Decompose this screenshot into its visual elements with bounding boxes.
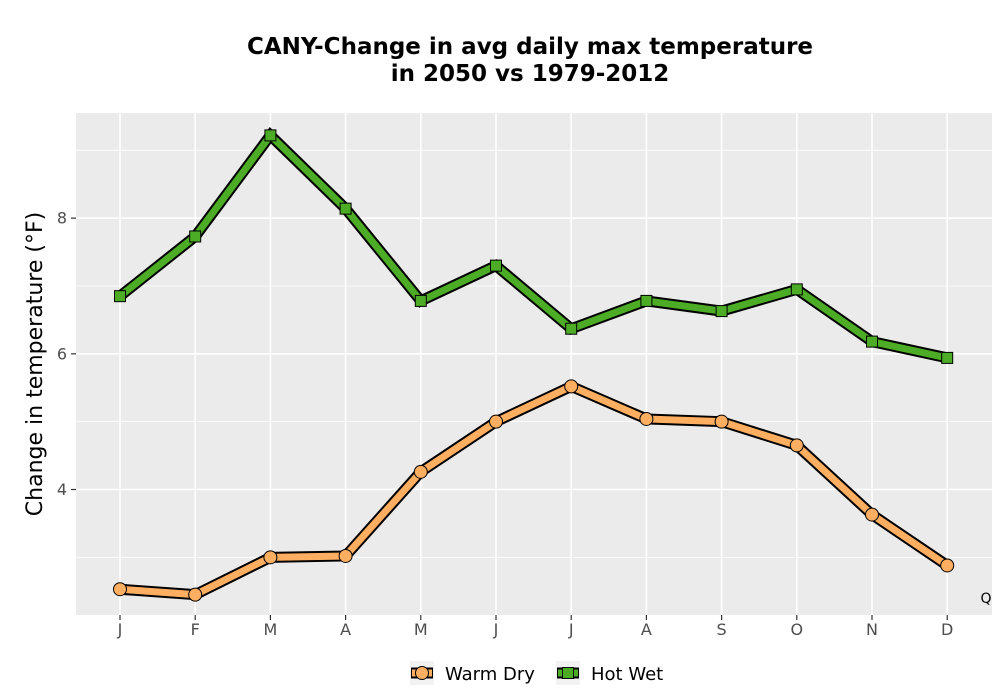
legend-key-marker <box>415 666 429 680</box>
warm-dry-point <box>489 414 503 429</box>
x-tick-label: M <box>263 620 277 639</box>
y-tick-label: 6 <box>57 344 67 363</box>
warm-dry-point <box>113 582 127 597</box>
legend-label: Hot Wet <box>591 664 663 685</box>
hot-wet-point <box>414 294 427 307</box>
warm-dry-point <box>564 379 579 394</box>
hot-wet-line <box>117 130 948 362</box>
warm-dry-point <box>188 587 203 602</box>
y-tick-label: 8 <box>57 209 67 228</box>
hot-wet-point <box>640 294 653 307</box>
y-tick-label: 4 <box>57 480 67 499</box>
warm-dry-point <box>865 507 879 522</box>
x-tick-label: D <box>941 620 953 639</box>
hot-wet-point <box>715 305 728 318</box>
hot-wet-point <box>790 283 803 296</box>
hot-wet-point <box>941 351 954 364</box>
plot-panel <box>76 113 992 615</box>
warm-dry-point <box>338 548 353 563</box>
warm-dry-point <box>639 411 654 426</box>
x-tick-label: J <box>117 620 123 639</box>
legend-label: Warm Dry <box>445 664 535 685</box>
x-tick-label: A <box>340 620 351 639</box>
chart-title-line1: CANY-Change in avg daily max temperature <box>247 34 813 60</box>
y-axis-title: Change in temperature (°F) <box>23 212 48 516</box>
legend-item-hot-wet: Hot Wet <box>556 661 663 685</box>
corner-note: Q <box>980 591 991 607</box>
warm-dry-line <box>119 382 950 599</box>
hot-wet-point <box>565 322 578 335</box>
warm-dry-point <box>940 558 955 573</box>
warm-dry-point <box>413 464 428 479</box>
x-tick-label: O <box>791 620 804 639</box>
legend-item-warm-dry: Warm Dry <box>410 661 535 685</box>
series-layer <box>113 127 955 602</box>
grid <box>76 113 992 615</box>
axes: 4 6 8 J F M A M J J A S O N D <box>57 209 954 639</box>
warm-dry-point <box>263 550 278 565</box>
warm-dry-point <box>714 414 729 429</box>
x-tick-label: J <box>493 620 499 639</box>
x-tick-label: F <box>191 620 200 639</box>
hot-wet-point <box>866 335 878 348</box>
x-tick-label: M <box>414 620 428 639</box>
hot-wet-point <box>264 129 277 142</box>
x-tick-label: A <box>641 620 652 639</box>
warm-dry-point <box>789 438 804 453</box>
hot-wet-point <box>114 290 126 303</box>
hot-wet-point <box>339 202 352 215</box>
hot-wet-point <box>490 259 502 272</box>
x-tick-label: J <box>568 620 574 639</box>
hot-wet-point <box>189 230 202 243</box>
legend: Warm Dry Hot Wet <box>410 661 663 685</box>
chart-title-line2: in 2050 vs 1979-2012 <box>391 61 670 87</box>
legend-key-marker <box>562 667 574 679</box>
x-tick-label: S <box>717 620 727 639</box>
x-tick-label: N <box>866 620 878 639</box>
